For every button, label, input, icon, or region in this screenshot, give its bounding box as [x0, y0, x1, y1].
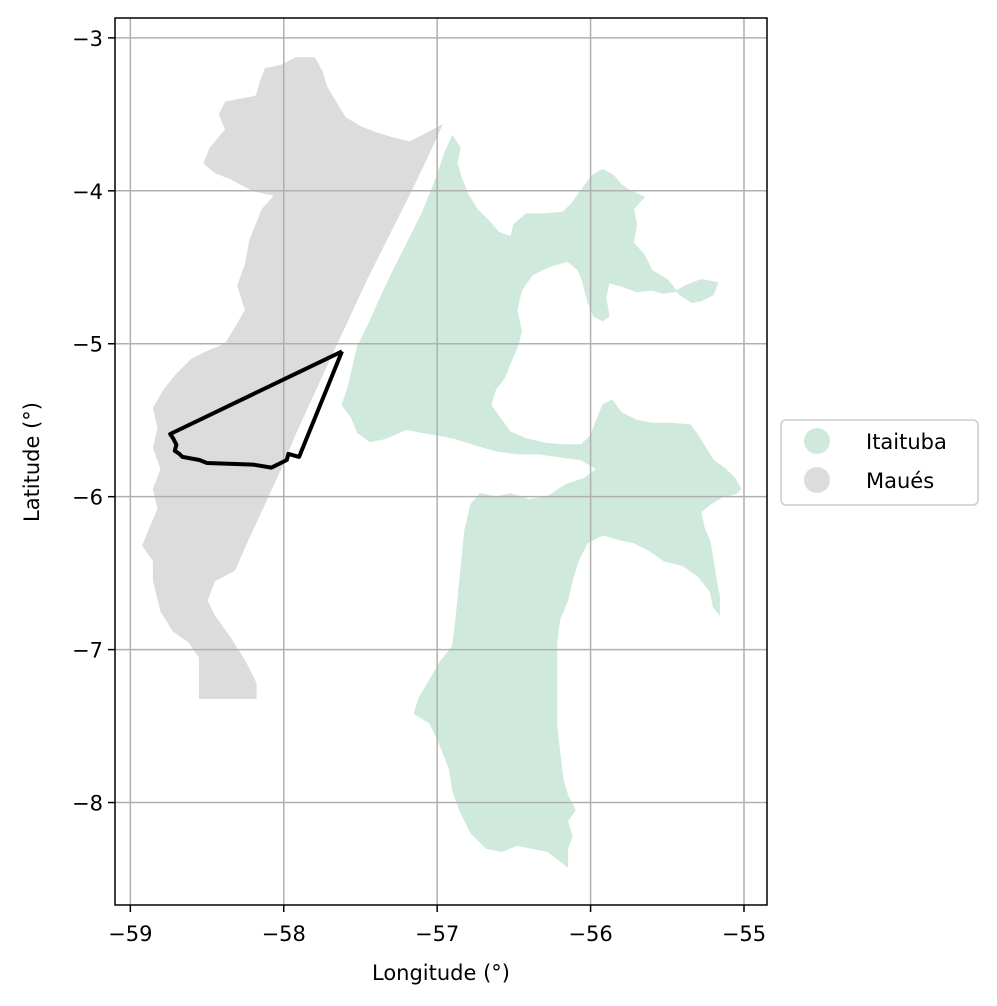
y-tick-label: −6 — [72, 486, 103, 510]
legend-marker-maues — [804, 467, 830, 493]
legend-marker-itaituba — [804, 428, 830, 454]
y-tick-label: −7 — [72, 639, 103, 663]
x-tick-label: −58 — [262, 922, 306, 946]
legend-label-itaituba: Itaituba — [866, 430, 947, 454]
x-tick-label: −57 — [415, 922, 459, 946]
x-axis-title: Longitude (°) — [372, 961, 510, 985]
legend-box — [780, 419, 979, 506]
grid-lines — [115, 18, 767, 905]
plot-frame — [114, 17, 768, 906]
region-maues — [142, 57, 443, 699]
axis-ticks: −59 −58 −57 −56 −55 −3 −4 −5 −6 −7 −8 — [72, 27, 766, 946]
legend-label-maues: Maués — [866, 469, 934, 493]
x-tick-label: −59 — [108, 922, 152, 946]
legend: Itaituba Maués — [780, 419, 979, 506]
y-tick-label: −8 — [72, 792, 103, 816]
y-tick-label: −5 — [72, 333, 103, 357]
y-tick-label: −4 — [72, 180, 103, 204]
outline-layer — [168, 349, 344, 470]
region-itaituba — [341, 134, 742, 868]
y-axis-title: Latitude (°) — [20, 402, 44, 522]
y-tick-label: −3 — [72, 27, 103, 51]
region-layer — [142, 57, 742, 868]
x-tick-label: −56 — [568, 922, 612, 946]
outline-boundary — [168, 349, 344, 470]
x-tick-label: −55 — [722, 922, 766, 946]
